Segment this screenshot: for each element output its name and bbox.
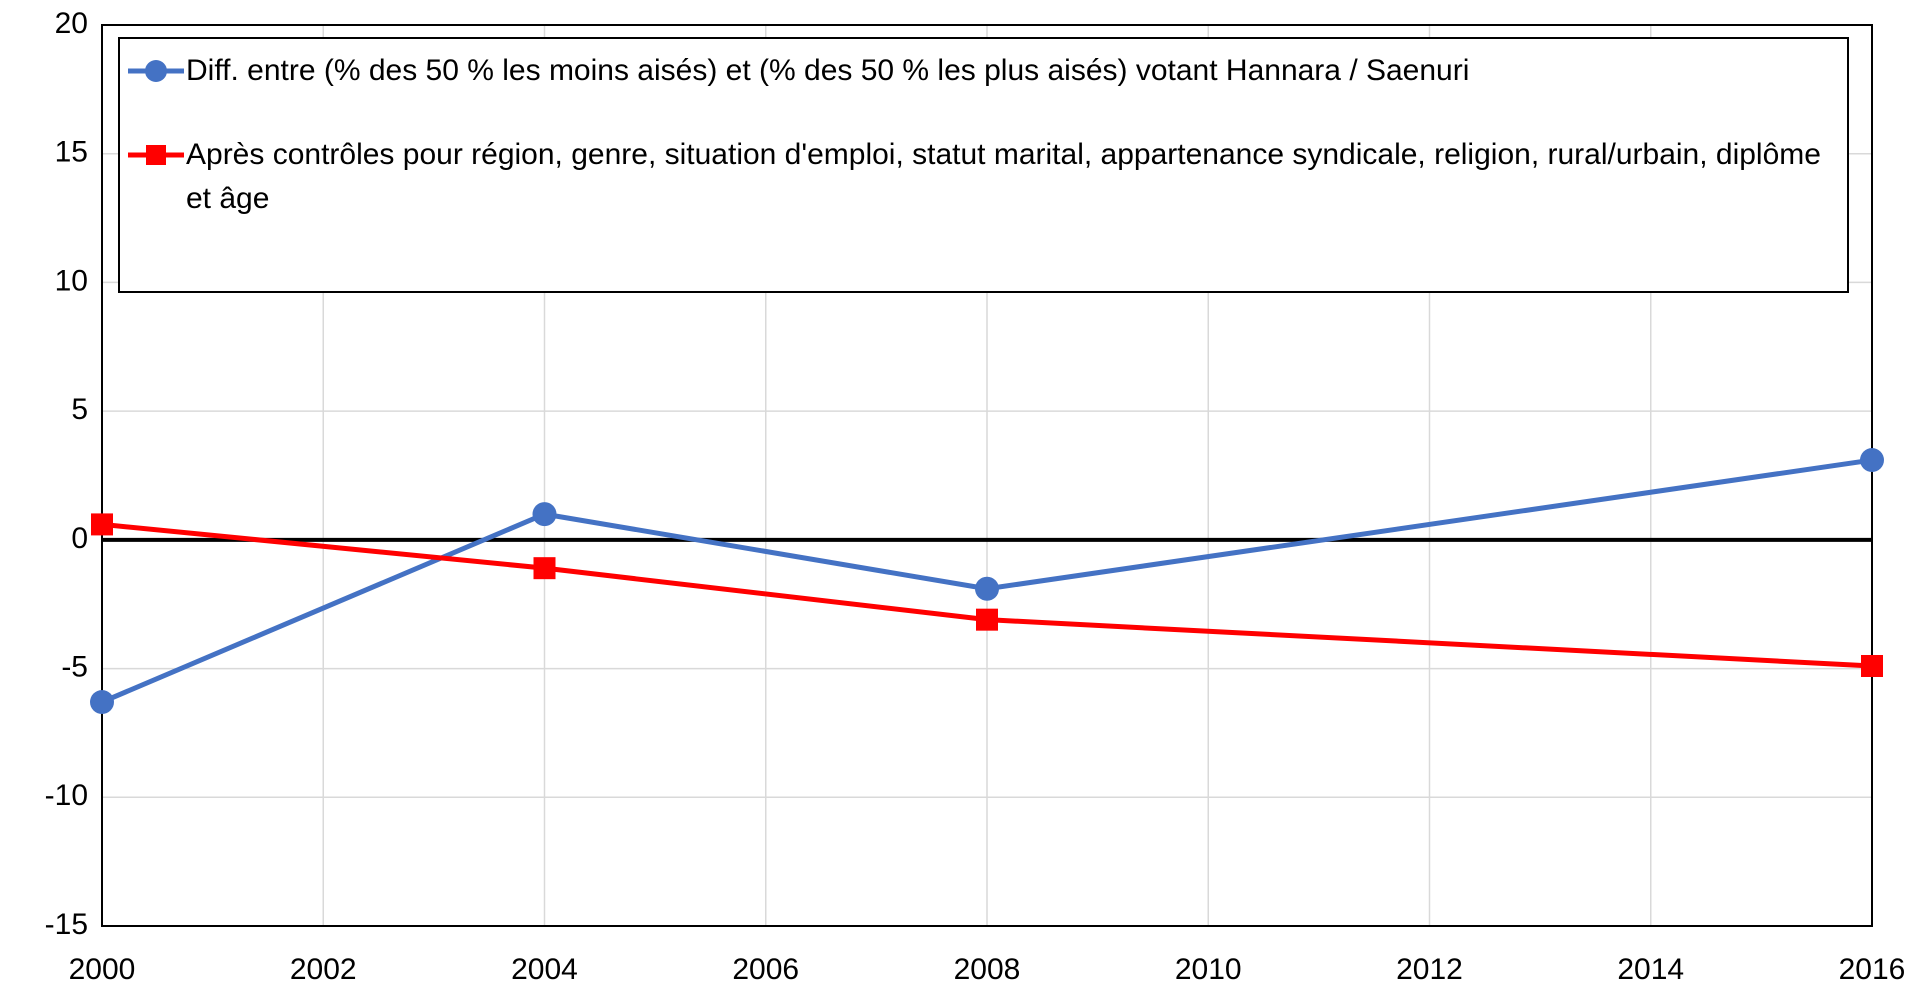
y-tick-label: -10 bbox=[45, 779, 88, 812]
x-tick-label: 2002 bbox=[290, 953, 357, 986]
legend-icon bbox=[128, 145, 184, 165]
marker bbox=[145, 60, 167, 82]
series-line bbox=[101, 457, 1873, 705]
legend-icon bbox=[128, 60, 184, 82]
marker bbox=[532, 502, 557, 527]
y-tick-label: 5 bbox=[71, 393, 88, 426]
x-tick-label: 2008 bbox=[954, 953, 1021, 986]
marker bbox=[1860, 448, 1884, 473]
x-tick-label: 2016 bbox=[1839, 953, 1906, 986]
legend-label: Après contrôles pour région, genre, situ… bbox=[186, 138, 1821, 215]
legend-box: Diff. entre (% des 50 % les moins aisés)… bbox=[118, 37, 1849, 293]
marker bbox=[533, 557, 556, 580]
x-tick-label: 2006 bbox=[732, 953, 799, 986]
marker bbox=[91, 513, 113, 536]
marker bbox=[1861, 654, 1883, 677]
legend: Diff. entre (% des 50 % les moins aisés)… bbox=[118, 37, 1849, 293]
x-tick-label: 2012 bbox=[1396, 953, 1463, 986]
plot-frame bbox=[101, 24, 1873, 927]
y-tick-label: 10 bbox=[55, 264, 88, 297]
legend-item: Diff. entre (% des 50 % les moins aisés)… bbox=[126, 49, 1827, 93]
y-tick-label: 20 bbox=[55, 7, 88, 40]
series-line bbox=[101, 521, 1873, 669]
x-tick-label: 2000 bbox=[69, 953, 136, 986]
marker bbox=[975, 576, 999, 601]
marker bbox=[976, 608, 998, 631]
marker bbox=[146, 145, 166, 165]
y-tick-label: 15 bbox=[55, 136, 88, 169]
x-tick-label: 2004 bbox=[511, 953, 578, 986]
y-tick-label: -15 bbox=[45, 908, 88, 941]
legend-item: Après contrôles pour région, genre, situ… bbox=[126, 133, 1827, 221]
x-tick-label: 2014 bbox=[1617, 953, 1684, 986]
x-tick-label: 2010 bbox=[1175, 953, 1242, 986]
y-tick-label: 0 bbox=[71, 522, 88, 555]
y-tick-label: -5 bbox=[61, 650, 88, 683]
legend-label: Diff. entre (% des 50 % les moins aisés)… bbox=[186, 54, 1470, 87]
marker bbox=[90, 690, 114, 715]
